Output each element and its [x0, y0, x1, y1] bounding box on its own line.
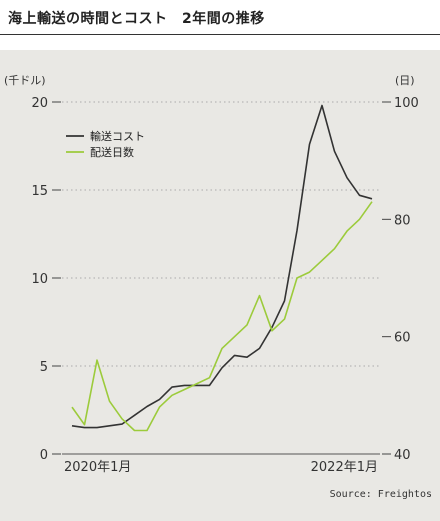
series-line-days [71, 201, 373, 432]
legend-label: 輸送コスト [90, 129, 145, 143]
right-tick-label: 60 [394, 331, 411, 346]
series-line-cost [71, 104, 373, 429]
right-tick-label: 40 [394, 448, 411, 463]
left-tick-label: 5 [40, 360, 48, 375]
right-axis-unit: (日) [395, 74, 415, 87]
series-layer [71, 104, 373, 432]
page-title: 海上輸送の時間とコスト 2年間の推移 [8, 11, 265, 27]
chart-panel [0, 50, 440, 521]
left-tick-label: 15 [31, 184, 48, 199]
left-axis-unit: (千ドル) [4, 74, 46, 87]
left-tick-label: 0 [40, 448, 48, 463]
grid-layer [62, 101, 380, 455]
left-tick-label: 20 [31, 96, 48, 111]
left-tick-label: 10 [31, 272, 48, 287]
axis-layer: 0 5 10 15 20 (千ドル) 40 60 80 100 (日) 2020年1月 2022年1月 [4, 74, 419, 475]
legend-label: 配送日数 [90, 145, 134, 159]
x-tick-label: 2022年1月 [311, 460, 378, 475]
right-tick-label: 80 [394, 213, 411, 228]
source-note: Source: Freightos [330, 489, 432, 500]
title-divider [0, 34, 440, 35]
right-tick-label: 100 [394, 96, 419, 111]
x-tick-label: 2020年1月 [64, 460, 131, 475]
